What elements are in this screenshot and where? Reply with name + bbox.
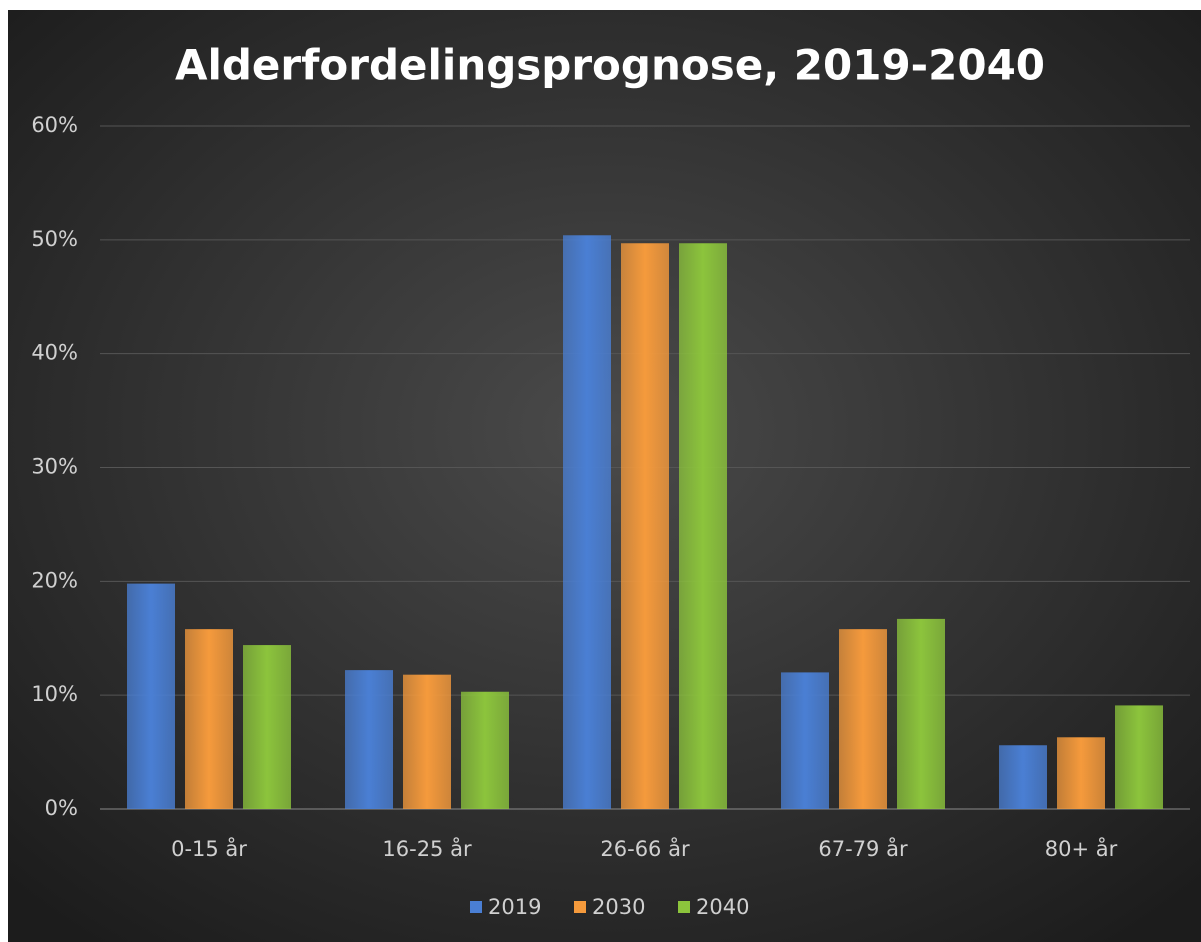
bar bbox=[563, 235, 611, 809]
bar bbox=[1057, 737, 1105, 809]
bar bbox=[127, 583, 175, 809]
legend-label: 2019 bbox=[488, 895, 541, 919]
bar bbox=[403, 674, 451, 809]
x-tick-label: 16-25 år bbox=[382, 836, 472, 861]
y-tick-label: 0% bbox=[45, 796, 78, 820]
bar bbox=[839, 629, 887, 809]
x-tick-label: 0-15 år bbox=[171, 836, 247, 861]
legend-label: 2040 bbox=[696, 895, 749, 919]
x-tick-label: 80+ år bbox=[1045, 836, 1118, 861]
legend-swatch bbox=[678, 901, 690, 913]
bar bbox=[1115, 705, 1163, 809]
x-tick-label: 26-66 år bbox=[600, 836, 690, 861]
y-tick-label: 50% bbox=[31, 227, 78, 251]
legend-swatch bbox=[574, 901, 586, 913]
y-tick-label: 40% bbox=[31, 341, 78, 365]
bar bbox=[621, 243, 669, 809]
chart-title: Alderfordelingsprognose, 2019-2040 bbox=[175, 41, 1045, 90]
x-tick-label: 67-79 år bbox=[818, 836, 908, 861]
bar bbox=[345, 670, 393, 809]
y-tick-label: 20% bbox=[31, 568, 78, 592]
legend-swatch bbox=[470, 901, 482, 913]
bar bbox=[461, 691, 509, 809]
y-tick-label: 30% bbox=[31, 455, 78, 479]
legend-label: 2030 bbox=[592, 895, 645, 919]
bar bbox=[185, 629, 233, 809]
bar bbox=[897, 618, 945, 809]
y-tick-label: 10% bbox=[31, 682, 78, 706]
bar bbox=[781, 672, 829, 809]
y-tick-label: 60% bbox=[31, 113, 78, 137]
bar bbox=[243, 645, 291, 809]
bar bbox=[999, 745, 1047, 809]
bar bbox=[679, 243, 727, 809]
